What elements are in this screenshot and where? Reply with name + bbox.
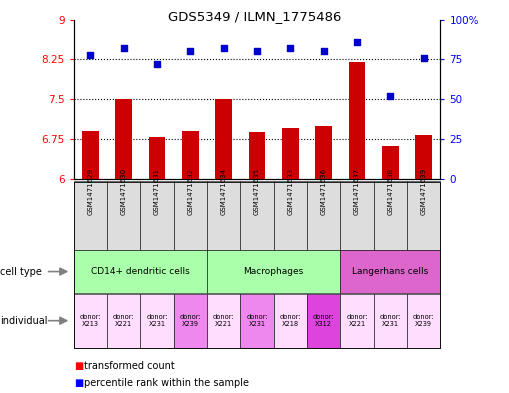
Text: Macrophages: Macrophages [244,267,304,276]
Bar [282,129,299,179]
Point [120,45,128,51]
Point [253,48,261,55]
Bar [82,131,99,179]
Bar [249,132,265,179]
Text: GSM1471629: GSM1471629 [88,168,94,215]
Text: GDS5349 / ILMN_1775486: GDS5349 / ILMN_1775486 [168,10,341,23]
Bar [116,99,132,179]
Text: ■: ■ [74,361,83,371]
Text: GSM1471631: GSM1471631 [154,168,160,215]
Text: individual: individual [0,316,47,326]
Bar [382,146,399,179]
Text: GSM1471635: GSM1471635 [254,168,260,215]
Bar [349,62,365,179]
Text: GSM1471638: GSM1471638 [387,168,393,215]
Text: donor:
X239: donor: X239 [413,314,435,327]
Text: donor:
X239: donor: X239 [180,314,201,327]
Bar [182,131,199,179]
Point [353,39,361,45]
Text: GSM1471636: GSM1471636 [321,168,327,215]
Point [419,55,428,61]
Text: GSM1471630: GSM1471630 [121,168,127,215]
Point [186,48,194,55]
Bar [215,99,232,179]
Point [153,61,161,67]
Point [286,45,294,51]
Text: donor:
X213: donor: X213 [79,314,101,327]
Text: ■: ■ [74,378,83,388]
Text: donor:
X231: donor: X231 [246,314,268,327]
Point [220,45,228,51]
Text: percentile rank within the sample: percentile rank within the sample [84,378,249,388]
Text: CD14+ dendritic cells: CD14+ dendritic cells [91,267,190,276]
Text: GSM1471633: GSM1471633 [288,168,293,215]
Bar [415,135,432,179]
Text: donor:
X221: donor: X221 [113,314,134,327]
Text: Langerhans cells: Langerhans cells [352,267,429,276]
Point [87,51,95,58]
Text: donor:
X218: donor: X218 [279,314,301,327]
Text: cell type: cell type [0,266,42,277]
Bar [316,126,332,179]
Text: transformed count: transformed count [84,361,175,371]
Text: donor:
X221: donor: X221 [346,314,368,327]
Text: donor:
X231: donor: X231 [380,314,401,327]
Text: donor:
X231: donor: X231 [146,314,168,327]
Text: donor:
X221: donor: X221 [213,314,235,327]
Text: GSM1471634: GSM1471634 [221,168,227,215]
Text: GSM1471632: GSM1471632 [187,168,193,215]
Text: GSM1471637: GSM1471637 [354,168,360,215]
Text: donor:
X312: donor: X312 [313,314,334,327]
Point [386,93,394,99]
Text: GSM1471639: GSM1471639 [420,168,427,215]
Bar [149,138,165,179]
Point [320,48,328,55]
